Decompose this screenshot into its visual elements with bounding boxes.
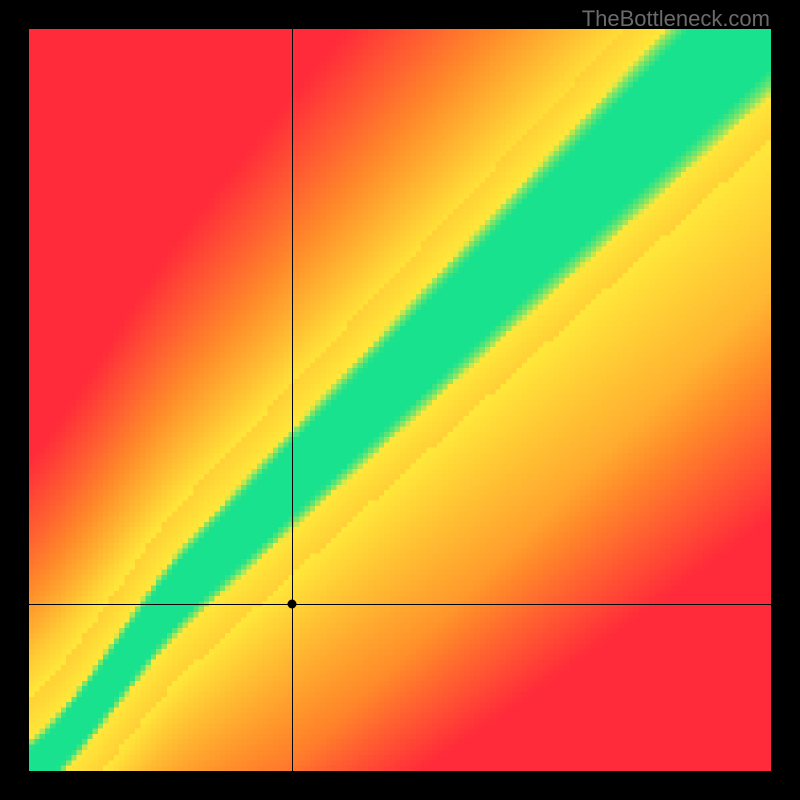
heatmap-plot [29, 29, 771, 771]
heatmap-canvas [29, 29, 771, 771]
data-point [288, 600, 297, 609]
watermark-text: TheBottleneck.com [582, 6, 770, 32]
crosshair-vertical [292, 29, 293, 771]
crosshair-horizontal [29, 604, 771, 605]
